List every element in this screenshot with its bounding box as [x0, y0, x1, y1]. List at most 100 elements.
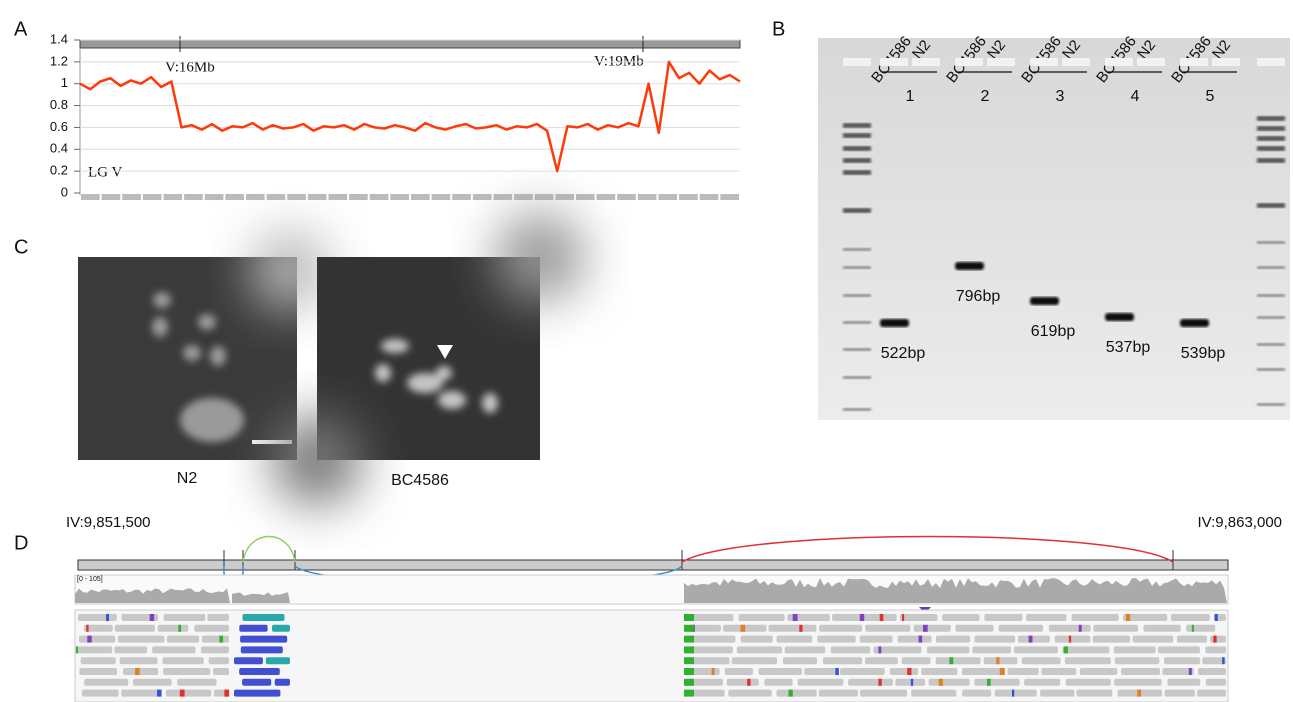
mismatch: [135, 668, 140, 675]
read: [737, 646, 782, 653]
read: [1210, 636, 1226, 643]
ladder-band: [843, 348, 871, 351]
mismatch: [1079, 625, 1082, 632]
track-start: IV:9,851,500: [66, 514, 151, 531]
axis-segment: [555, 194, 574, 200]
mismatch: [919, 636, 923, 643]
gel-image: [818, 38, 1290, 420]
chromosome-bar: [80, 40, 740, 48]
read: [929, 679, 970, 686]
read: [688, 614, 733, 621]
mismatch: [878, 679, 881, 686]
read: [1206, 679, 1226, 686]
read: [942, 614, 979, 621]
axis-segment: [81, 194, 100, 200]
mismatch: [902, 614, 904, 621]
axis-segment: [143, 194, 162, 200]
ladder-band: [1257, 241, 1285, 244]
band-size: 522bp: [881, 345, 926, 362]
read: [1205, 646, 1226, 653]
read: [764, 679, 792, 686]
read: [860, 636, 893, 643]
read: [777, 690, 817, 697]
read: [1062, 646, 1109, 653]
axis-segment: [122, 194, 141, 200]
read: [693, 690, 725, 697]
read: [732, 657, 777, 664]
band: [1030, 297, 1059, 305]
read: [1114, 679, 1162, 686]
read: [266, 657, 290, 664]
well: [1212, 58, 1240, 66]
axis-segment: [267, 194, 286, 200]
caption: BC4586: [391, 472, 449, 489]
read: [1024, 679, 1060, 686]
x-axis-bar: [81, 194, 739, 200]
read: [1121, 668, 1160, 675]
band-size: 619bp: [1031, 323, 1076, 340]
mismatch: [860, 614, 865, 621]
mismatch: [1064, 646, 1068, 653]
ladder-band: [1257, 403, 1285, 406]
read: [819, 625, 862, 632]
read: [76, 646, 112, 653]
axis-segment: [452, 194, 471, 200]
read: [914, 625, 951, 632]
read: [1022, 657, 1061, 664]
ladder-band: [843, 146, 871, 151]
well: [1030, 58, 1058, 66]
read: [860, 690, 907, 697]
read: [725, 668, 753, 675]
ladder-band: [1257, 116, 1285, 121]
read: [202, 636, 229, 643]
read: [133, 679, 172, 686]
read: [79, 668, 117, 675]
read: [898, 636, 932, 643]
ladder-band: [1257, 136, 1285, 141]
read: [1040, 690, 1074, 697]
read: [1171, 614, 1210, 621]
mismatch: [157, 690, 161, 697]
ladder-band: [843, 294, 871, 297]
ladder-band: [843, 208, 871, 213]
read: [81, 657, 116, 664]
panel-label: B: [772, 18, 785, 40]
mismatch: [1192, 625, 1194, 632]
ladder-band: [1257, 266, 1285, 269]
read: [984, 657, 1018, 664]
page: A B C D V:16Mb V:19Mb LG V BC4586N21522b…: [0, 0, 1293, 702]
read: [84, 679, 128, 686]
read: [78, 614, 117, 621]
read: [242, 679, 271, 686]
mismatch: [789, 690, 793, 697]
mismatch: [907, 668, 911, 675]
mismatch: [76, 646, 78, 653]
ladder-band: [1257, 146, 1285, 151]
well: [955, 58, 983, 66]
read: [207, 614, 229, 621]
read: [1026, 614, 1066, 621]
read: [163, 657, 204, 664]
figure: A B C D V:16Mb V:19Mb LG V BC4586N21522b…: [0, 0, 1293, 702]
ladder-band: [843, 376, 871, 379]
mismatch: [949, 657, 953, 664]
read: [798, 679, 844, 686]
read: [900, 614, 938, 621]
read: [690, 636, 735, 643]
clip: [684, 636, 694, 643]
read: [1072, 614, 1119, 621]
read: [1066, 679, 1111, 686]
read: [163, 668, 210, 675]
band: [1105, 313, 1134, 321]
ladder-band: [843, 248, 871, 251]
data-line: [80, 62, 740, 171]
read: [164, 614, 206, 621]
well: [1137, 58, 1165, 66]
read: [1093, 636, 1131, 643]
read: [1144, 625, 1181, 632]
read: [804, 668, 836, 675]
ladder-band: [1257, 294, 1285, 297]
annotation: LG V: [88, 164, 122, 180]
read: [118, 636, 164, 643]
clip: [684, 679, 694, 686]
